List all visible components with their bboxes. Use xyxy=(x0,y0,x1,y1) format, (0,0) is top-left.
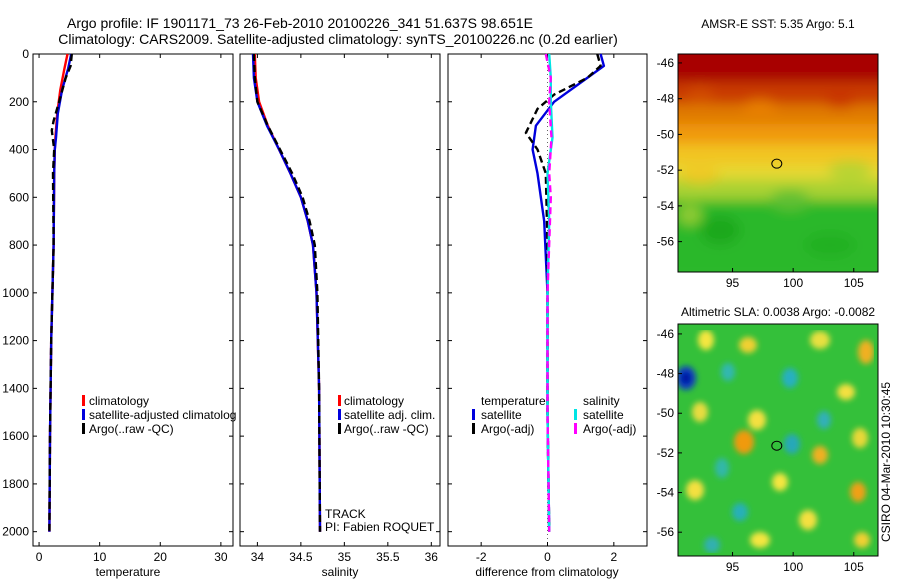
salinity-legend-argo-swatch xyxy=(338,423,341,434)
difference-series-salinity-argo-adj- xyxy=(544,53,553,532)
temperature-legend-climatology-swatch xyxy=(82,395,85,406)
difference-legend-sal-satellite-swatch xyxy=(574,409,577,420)
sla_map-xtick-label: 95 xyxy=(726,560,740,574)
difference-legend-sal-argo-swatch xyxy=(574,423,577,434)
difference-legend-temp-argo: Argo(-adj) xyxy=(481,422,534,436)
sla-heatmap xyxy=(678,324,878,556)
difference-xtick-label: -2 xyxy=(476,550,487,564)
sst_map-xtick-label: 105 xyxy=(844,276,864,290)
difference-legend-sal-argo: Argo(-adj) xyxy=(583,422,636,436)
temperature-xtick-label: 30 xyxy=(214,550,228,564)
salinity-panel: 34 34.5 35 35.5 36 climatology satellite adj… xyxy=(239,53,441,579)
difference-legend-temp-satellite: satellite xyxy=(481,408,522,422)
depth-ytick-label: 2000 xyxy=(2,525,29,539)
salinity-legend-satellite: satellite adj. clim. xyxy=(344,408,435,422)
depth-ytick-label: 1000 xyxy=(2,286,29,300)
sla_map-xtick-label: 105 xyxy=(844,560,864,574)
depth-ytick-label: 800 xyxy=(9,238,29,252)
sla-map-title: Altimetric SLA: 0.0038 Argo: -0.0082 xyxy=(681,305,875,319)
sst_map-argo-position-marker xyxy=(771,158,783,169)
salinity-annotation-track: TRACK xyxy=(325,507,366,521)
sst_map-ytick-label: -50 xyxy=(657,127,675,141)
temperature-axes-frame xyxy=(32,53,234,547)
salinity-series-argo-raw-qc- xyxy=(252,53,322,532)
sst_map-ytick-label: -56 xyxy=(657,235,675,249)
depth-ytick-label: 200 xyxy=(9,95,29,109)
salinity-xtick-label: 35.5 xyxy=(376,550,400,564)
difference-xtick-label: 2 xyxy=(610,550,617,564)
sla_map-ytick-label: -54 xyxy=(657,486,675,500)
sla_map-argo-position-marker xyxy=(771,440,783,451)
depth-ytick-label: 1400 xyxy=(2,381,29,395)
difference-legend-sal-satellite: satellite xyxy=(583,408,624,422)
difference-legend-header-salinity: salinity xyxy=(583,394,620,408)
temperature-xlabel: temperature xyxy=(96,565,161,579)
sst_map-ytick-label: -54 xyxy=(657,199,675,213)
salinity-xtick-label: 34.5 xyxy=(289,550,313,564)
sst_map-ytick-label: -46 xyxy=(657,56,675,70)
sst-map-title: AMSR-E SST: 5.35 Argo: 5.1 xyxy=(701,17,855,31)
sst-heatmap xyxy=(678,54,878,272)
sla_map-ytick-label: -56 xyxy=(657,525,675,539)
temperature-legend-argo-swatch xyxy=(82,423,85,434)
temperature-xtick-label: 10 xyxy=(93,550,107,564)
side-timestamp-label: CSIRO 04-Mar-2010 10:30:45 xyxy=(879,382,893,542)
sla-map-panel: Altimetric SLA: 0.0038 Argo: -0.0082 xyxy=(657,305,879,574)
sla_map-ytick-label: -46 xyxy=(657,327,675,341)
temperature-xtick-label: 0 xyxy=(36,550,43,564)
salinity-annotation-pi: PI: Fabien ROQUET xyxy=(325,520,435,534)
temperature-legend-climatology: climatology xyxy=(89,394,149,408)
depth-ytick-label: 1200 xyxy=(2,334,29,348)
sla_map-ytick-label: -48 xyxy=(657,367,675,381)
salinity-xtick-label: 34 xyxy=(251,550,265,564)
temperature-legend-satellite-swatch xyxy=(82,409,85,420)
temperature-legend-argo: Argo(..raw -QC) xyxy=(89,422,174,436)
difference-legend-header-temperature: temperature xyxy=(481,394,546,408)
temperature-series-argo-raw-qc- xyxy=(48,53,73,532)
sst_map-xtick-label: 95 xyxy=(726,276,740,290)
sst_map-xtick-label: 100 xyxy=(783,276,803,290)
salinity-xtick-label: 36 xyxy=(425,550,439,564)
depth-ytick-label: 400 xyxy=(9,143,29,157)
difference-legend-temp-argo-swatch xyxy=(472,423,475,434)
figure-title-line1: Argo profile: IF 1901171_73 26-Feb-2010 … xyxy=(67,15,533,31)
sst-map-panel: AMSR-E SST: 5.35 Argo: 5.1 xyxy=(657,17,879,290)
sst-axes-frame xyxy=(677,53,879,273)
salinity-legend-climatology-swatch xyxy=(338,395,341,406)
salinity-legend-satellite-swatch xyxy=(338,409,341,420)
depth-ytick-label: 600 xyxy=(9,190,29,204)
figure-title-line2: Climatology: CARS2009. Satellite-adjuste… xyxy=(58,31,618,47)
sla_map-ytick-label: -52 xyxy=(657,446,675,460)
salinity-legend-climatology: climatology xyxy=(344,394,404,408)
difference-xlabel: difference from climatology xyxy=(475,565,618,579)
salinity-legend-argo: Argo(..raw -QC) xyxy=(344,422,429,436)
difference-panel: -2 0 2 temperature salinity satellite Argo… xyxy=(447,53,648,579)
salinity-xtick-label: 35 xyxy=(338,550,352,564)
temperature-panel: 0 10 20 30 0 200 400 600 800 1000 1200 1400 1600 1800… xyxy=(2,47,236,579)
depth-ytick-label: 1800 xyxy=(2,477,29,491)
depth-ytick-label: 1600 xyxy=(2,429,29,443)
depth-ytick-label: 0 xyxy=(22,47,29,61)
sla_map-xtick-label: 100 xyxy=(783,560,803,574)
sst_map-ytick-label: -48 xyxy=(657,92,675,106)
difference-xtick-label: 0 xyxy=(544,550,551,564)
sla-axes-frame xyxy=(677,323,879,557)
sst_map-ytick-label: -52 xyxy=(657,163,675,177)
difference-legend-temp-satellite-swatch xyxy=(472,409,475,420)
sla_map-ytick-label: -50 xyxy=(657,406,675,420)
temperature-legend-satellite: satellite-adjusted climatolog xyxy=(89,408,236,422)
temperature-xtick-label: 20 xyxy=(154,550,168,564)
salinity-xlabel: salinity xyxy=(322,565,359,579)
